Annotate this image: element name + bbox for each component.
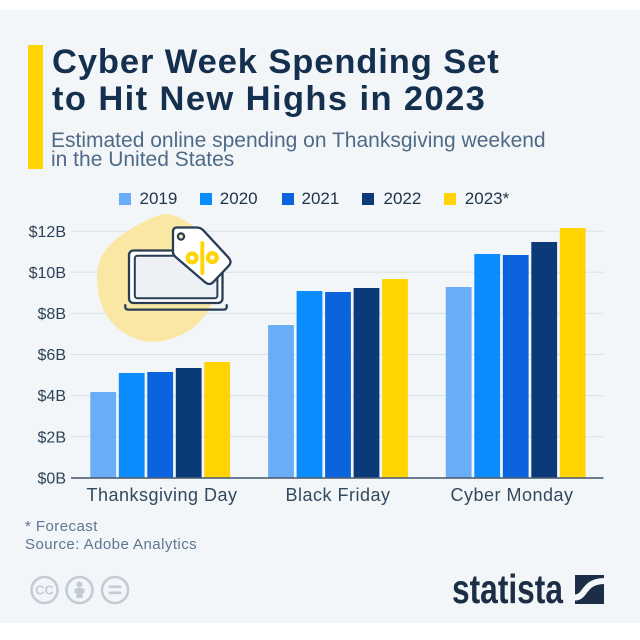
svg-text:$8B: $8B bbox=[38, 306, 66, 323]
svg-text:$0B: $0B bbox=[38, 470, 66, 487]
svg-text:$10B: $10B bbox=[29, 265, 66, 282]
svg-text:CC: CC bbox=[35, 583, 54, 598]
svg-text:$2B: $2B bbox=[38, 429, 66, 446]
svg-text:Thanksgiving Day: Thanksgiving Day bbox=[86, 485, 237, 505]
svg-text:$6B: $6B bbox=[38, 347, 66, 364]
svg-text:Cyber Monday: Cyber Monday bbox=[450, 485, 573, 505]
svg-text:Black Friday: Black Friday bbox=[285, 485, 390, 505]
svg-text:$12B: $12B bbox=[29, 224, 66, 241]
svg-text:$4B: $4B bbox=[38, 388, 66, 405]
svg-text:statista: statista bbox=[452, 566, 563, 612]
